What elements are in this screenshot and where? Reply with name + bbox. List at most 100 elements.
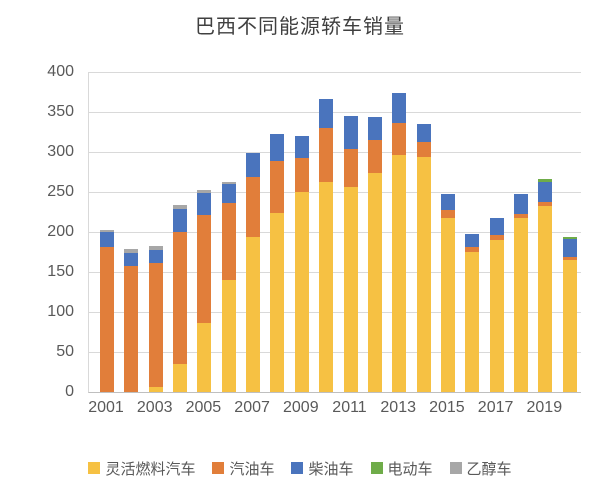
bar-segment-diesel-2007 bbox=[246, 152, 261, 177]
x-tick-label-2003: 2003 bbox=[136, 399, 173, 416]
gridline-150 bbox=[89, 271, 581, 273]
bar-group-2009 bbox=[294, 136, 309, 392]
bar-segment-flex-fuel-2012 bbox=[367, 172, 382, 392]
bar-segment-diesel-2012 bbox=[367, 116, 382, 141]
bar-segment-gasoline-2015 bbox=[440, 209, 455, 218]
bar-group-2015 bbox=[440, 193, 455, 392]
y-tick-label-0: 0 bbox=[65, 383, 74, 400]
y-tick-label-50: 50 bbox=[56, 343, 74, 360]
bar-group-2014 bbox=[416, 124, 431, 392]
y-tick-label-250: 250 bbox=[47, 183, 74, 200]
bar-segment-gasoline-2019 bbox=[538, 202, 553, 207]
bar-segment-diesel-2003 bbox=[148, 249, 163, 264]
bar-group-2016 bbox=[465, 233, 480, 392]
gridline-350 bbox=[89, 111, 581, 113]
bar-segment-diesel-2006 bbox=[221, 184, 236, 204]
plot-area bbox=[88, 71, 581, 393]
bar-group-2004 bbox=[173, 204, 188, 392]
y-tick-label-150: 150 bbox=[47, 263, 74, 280]
bar-segment-flex-fuel-2007 bbox=[246, 236, 261, 392]
bar-group-2002 bbox=[124, 248, 139, 392]
legend-item-gasoline: 汽油车 bbox=[212, 458, 274, 479]
bar-group-2012 bbox=[367, 116, 382, 392]
bar-segment-ethanol-2006 bbox=[221, 182, 236, 185]
bar-segment-flex-fuel-2015 bbox=[440, 217, 455, 392]
bar-group-2001 bbox=[100, 230, 114, 392]
legend-swatch-electric bbox=[370, 462, 383, 474]
bar-segment-gasoline-2005 bbox=[197, 215, 212, 324]
bar-segment-electric-2019 bbox=[538, 179, 553, 182]
bar-segment-gasoline-2012 bbox=[367, 140, 382, 173]
legend-item-diesel: 柴油车 bbox=[291, 458, 354, 479]
bar-group-2017 bbox=[489, 217, 504, 392]
bar-group-2020 bbox=[562, 236, 577, 392]
bar-segment-diesel-2011 bbox=[343, 116, 358, 149]
x-tick-label-2015: 2015 bbox=[429, 399, 465, 416]
bar-segment-gasoline-2008 bbox=[270, 160, 285, 213]
bar-segment-gasoline-2013 bbox=[392, 123, 407, 156]
legend-label-electric: 电动车 bbox=[387, 460, 433, 478]
chart-title: 巴西不同能源轿车销量 bbox=[195, 16, 405, 38]
bar-segment-gasoline-2020 bbox=[562, 256, 577, 260]
bar-segment-flex-fuel-2013 bbox=[392, 155, 407, 392]
bar-segment-ethanol-2001 bbox=[100, 230, 114, 233]
bar-segment-flex-fuel-2003 bbox=[148, 387, 163, 392]
bar-segment-diesel-2010 bbox=[319, 99, 334, 129]
bar-segment-gasoline-2004 bbox=[173, 232, 188, 364]
bar-segment-ethanol-2002 bbox=[124, 248, 139, 253]
legend-label-flex-fuel: 灵活燃料汽车 bbox=[105, 460, 196, 478]
y-tick-label-300: 300 bbox=[47, 143, 74, 160]
bar-segment-gasoline-2016 bbox=[465, 247, 480, 252]
x-tick-label-2017: 2017 bbox=[477, 399, 514, 416]
bar-segment-diesel-2015 bbox=[440, 193, 455, 210]
x-tick-label-2009: 2009 bbox=[283, 399, 319, 416]
bar-segment-gasoline-2003 bbox=[148, 263, 163, 388]
bar-segment-flex-fuel-2005 bbox=[197, 323, 212, 392]
gridline-300 bbox=[89, 151, 581, 153]
legend-label-diesel: 柴油车 bbox=[308, 460, 354, 478]
bar-segment-flex-fuel-2020 bbox=[562, 260, 577, 392]
bar-segment-gasoline-2009 bbox=[294, 158, 309, 192]
bar-segment-diesel-2004 bbox=[173, 208, 188, 232]
y-axis-labels: 0 50 100 150 200 250 300 350 400 bbox=[0, 0, 74, 492]
bar-segment-diesel-2016 bbox=[465, 233, 480, 248]
bar-segment-gasoline-2018 bbox=[513, 213, 528, 219]
bar-segment-diesel-2008 bbox=[270, 134, 285, 161]
x-tick-label-2005: 2005 bbox=[185, 399, 222, 416]
bar-group-2003 bbox=[148, 245, 163, 392]
bar-group-2010 bbox=[319, 99, 334, 392]
bar-segment-diesel-2017 bbox=[489, 217, 504, 236]
bar-segment-ethanol-2003 bbox=[148, 245, 163, 250]
bar-segment-flex-fuel-2018 bbox=[513, 218, 528, 392]
bar-segment-gasoline-2011 bbox=[343, 148, 358, 188]
legend-item-flex-fuel: 灵活燃料汽车 bbox=[88, 458, 195, 479]
bar-segment-diesel-2014 bbox=[416, 124, 431, 143]
bar-segment-diesel-2020 bbox=[562, 239, 577, 257]
bar-segment-flex-fuel-2004 bbox=[173, 364, 188, 392]
bar-segment-gasoline-2001 bbox=[100, 247, 114, 392]
bar-segment-flex-fuel-2017 bbox=[489, 240, 504, 392]
y-tick-label-400: 400 bbox=[47, 63, 74, 80]
bar-segment-flex-fuel-2019 bbox=[538, 206, 553, 392]
y-tick-label-350: 350 bbox=[47, 103, 74, 120]
bar-segment-flex-fuel-2014 bbox=[416, 156, 431, 392]
bar-group-2006 bbox=[221, 182, 236, 392]
legend-swatch-ethanol bbox=[449, 462, 462, 474]
x-tick-label-2001: 2001 bbox=[88, 399, 124, 416]
bar-group-2008 bbox=[270, 134, 285, 392]
bar-segment-gasoline-2007 bbox=[246, 176, 261, 237]
legend-label-gasoline: 汽油车 bbox=[229, 460, 275, 478]
y-tick-label-200: 200 bbox=[47, 223, 74, 240]
bar-segment-diesel-2009 bbox=[294, 136, 309, 159]
bar-group-2007 bbox=[246, 152, 261, 392]
legend-swatch-flex-fuel bbox=[88, 462, 101, 474]
bar-segment-gasoline-2010 bbox=[319, 128, 334, 183]
bar-group-2011 bbox=[343, 116, 358, 392]
bar-segment-flex-fuel-2008 bbox=[270, 212, 285, 392]
bar-segment-gasoline-2006 bbox=[221, 203, 236, 280]
y-tick-label-100: 100 bbox=[47, 303, 74, 320]
gridline-100 bbox=[89, 311, 581, 313]
bar-segment-flex-fuel-2010 bbox=[319, 182, 334, 392]
bar-segment-flex-fuel-2006 bbox=[221, 280, 236, 392]
